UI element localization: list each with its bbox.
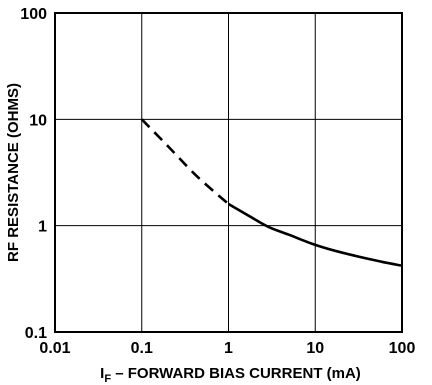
x-axis-label: IF – FORWARD BIAS CURRENT (mA) (100, 365, 361, 385)
x-tick-label: 1 (224, 340, 233, 357)
grid-lines (55, 13, 402, 332)
y-tick-label: 100 (20, 6, 47, 23)
x-tick-label: 0.1 (131, 340, 153, 357)
x-tick-label: 0.01 (39, 340, 70, 357)
x-tick-label: 100 (389, 340, 416, 357)
resistance-curve-solid (227, 202, 403, 268)
x-axis-label-subscript: F (104, 373, 111, 385)
x-tick-label: 10 (306, 340, 324, 357)
data-series (140, 118, 403, 268)
y-axis-label: RF RESISTANCE (OHMS) (5, 83, 22, 262)
y-tick-label: 10 (29, 112, 47, 129)
plot-frame (54, 12, 403, 333)
y-tick-label: 1 (38, 219, 47, 236)
x-axis-label-rest: – FORWARD BIAS CURRENT (mA) (111, 365, 361, 382)
y-tick-labels: 0.1 1 10 100 (20, 6, 47, 342)
y-tick-label: 0.1 (25, 325, 47, 342)
x-axis-label-main: I (100, 365, 104, 382)
x-tick-labels: 0.01 0.1 1 10 100 (39, 340, 415, 357)
resistance-curve-dashed (140, 118, 230, 205)
